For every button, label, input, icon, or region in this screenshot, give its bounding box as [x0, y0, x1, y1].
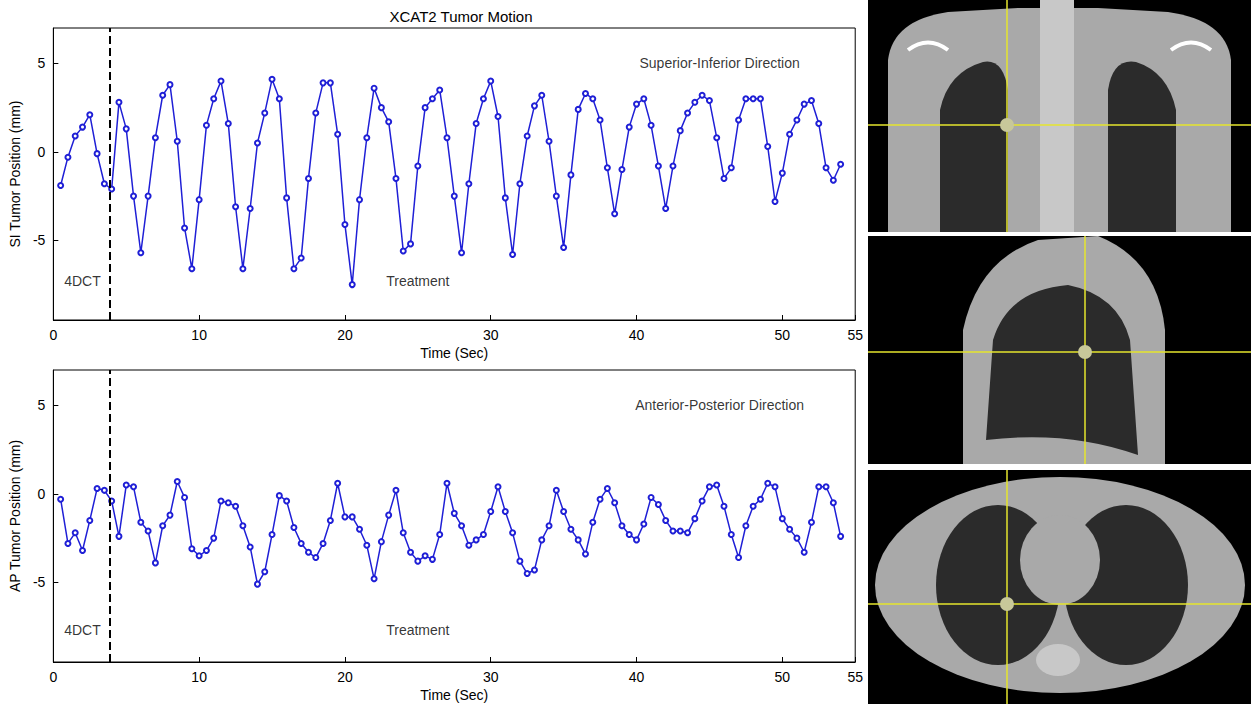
svg-text:55: 55 [847, 327, 863, 343]
svg-text:Superior-Inferior Direction: Superior-Inferior Direction [639, 55, 799, 71]
svg-text:40: 40 [629, 327, 645, 343]
svg-text:50: 50 [775, 669, 791, 685]
svg-text:Anterior-Posterior Direction: Anterior-Posterior Direction [635, 397, 804, 413]
svg-text:4DCT: 4DCT [64, 273, 101, 289]
svg-text:-5: -5 [33, 232, 46, 248]
svg-text:4DCT: 4DCT [64, 622, 101, 638]
svg-text:AP Tumor Position (mm): AP Tumor Position (mm) [7, 440, 23, 592]
svg-text:55: 55 [847, 669, 863, 685]
svg-text:40: 40 [629, 669, 645, 685]
svg-text:20: 20 [337, 669, 353, 685]
svg-text:Treatment: Treatment [386, 273, 449, 289]
svg-text:20: 20 [337, 327, 353, 343]
svg-text:0: 0 [38, 144, 46, 160]
svg-text:XCAT2 Tumor Motion: XCAT2 Tumor Motion [389, 8, 532, 25]
svg-text:Time (Sec): Time (Sec) [420, 345, 488, 361]
svg-text:30: 30 [483, 669, 499, 685]
svg-text:0: 0 [49, 669, 57, 685]
svg-text:10: 10 [191, 669, 207, 685]
svg-text:SI Tumor Position (mm): SI Tumor Position (mm) [7, 100, 23, 247]
svg-text:0: 0 [38, 486, 46, 502]
svg-text:-5: -5 [33, 574, 46, 590]
svg-text:Time (Sec): Time (Sec) [420, 687, 488, 703]
svg-text:Treatment: Treatment [386, 622, 449, 638]
svg-text:10: 10 [191, 327, 207, 343]
svg-text:30: 30 [483, 327, 499, 343]
svg-text:5: 5 [38, 55, 46, 71]
svg-text:0: 0 [49, 327, 57, 343]
svg-text:5: 5 [38, 397, 46, 413]
svg-text:50: 50 [775, 327, 791, 343]
